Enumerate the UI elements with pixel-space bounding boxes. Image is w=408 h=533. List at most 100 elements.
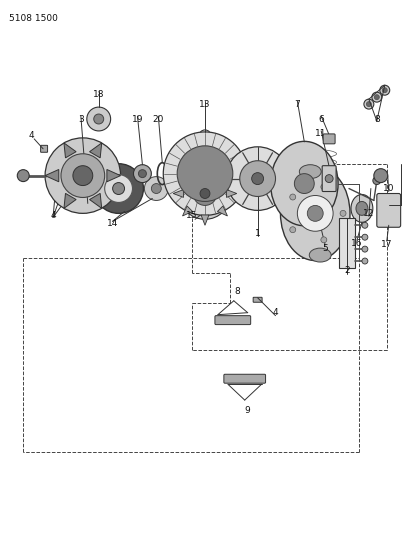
FancyBboxPatch shape [339, 219, 355, 268]
Polygon shape [217, 171, 228, 181]
Circle shape [290, 194, 296, 200]
Circle shape [45, 138, 121, 213]
Polygon shape [182, 171, 193, 181]
Circle shape [61, 154, 105, 197]
Ellipse shape [309, 248, 331, 262]
Ellipse shape [280, 166, 350, 261]
Polygon shape [226, 190, 237, 197]
Circle shape [138, 169, 146, 177]
Polygon shape [107, 169, 121, 182]
Text: 12: 12 [363, 209, 375, 218]
Polygon shape [173, 190, 184, 197]
Text: 15: 15 [186, 211, 198, 220]
Circle shape [380, 85, 390, 95]
Circle shape [113, 183, 124, 195]
Text: 5: 5 [322, 244, 328, 253]
Text: 4: 4 [50, 211, 56, 220]
Circle shape [200, 189, 210, 198]
Circle shape [374, 168, 388, 183]
Circle shape [362, 246, 368, 252]
Text: 11: 11 [315, 130, 327, 139]
Text: 9: 9 [245, 406, 251, 415]
FancyBboxPatch shape [253, 297, 262, 302]
Text: 17: 17 [381, 240, 392, 249]
Text: 7: 7 [295, 100, 300, 109]
Text: 19: 19 [132, 115, 143, 124]
Circle shape [105, 175, 133, 203]
FancyBboxPatch shape [323, 134, 335, 144]
Circle shape [55, 176, 60, 181]
Circle shape [252, 173, 264, 184]
Ellipse shape [299, 165, 321, 179]
Ellipse shape [351, 195, 373, 222]
Text: 8: 8 [374, 115, 380, 124]
Text: 20: 20 [153, 115, 164, 124]
Circle shape [94, 114, 104, 124]
Circle shape [163, 132, 247, 215]
Circle shape [372, 92, 382, 102]
Circle shape [321, 237, 327, 243]
Circle shape [17, 169, 29, 182]
Circle shape [373, 176, 381, 184]
Circle shape [151, 183, 161, 193]
Polygon shape [64, 193, 76, 208]
Text: 4: 4 [29, 132, 34, 140]
Polygon shape [89, 143, 102, 158]
Circle shape [73, 166, 93, 185]
Text: 2: 2 [344, 266, 350, 276]
Circle shape [133, 165, 151, 183]
Circle shape [70, 188, 80, 197]
Circle shape [52, 174, 62, 183]
Text: 3: 3 [78, 115, 84, 124]
Polygon shape [89, 193, 102, 208]
Circle shape [362, 258, 368, 264]
Circle shape [321, 184, 327, 190]
Circle shape [144, 176, 168, 200]
Text: 10: 10 [383, 184, 395, 193]
Circle shape [177, 146, 233, 201]
Circle shape [179, 168, 231, 219]
Circle shape [340, 211, 346, 216]
FancyBboxPatch shape [41, 146, 48, 152]
Text: 8: 8 [234, 287, 239, 296]
Circle shape [374, 95, 379, 100]
Circle shape [87, 107, 111, 131]
Circle shape [295, 174, 314, 193]
FancyBboxPatch shape [215, 316, 251, 325]
Circle shape [240, 161, 275, 197]
Circle shape [382, 88, 387, 93]
Polygon shape [201, 215, 209, 225]
Circle shape [226, 147, 289, 211]
Circle shape [325, 175, 333, 183]
FancyBboxPatch shape [322, 166, 336, 191]
Ellipse shape [271, 141, 338, 226]
Text: 1: 1 [255, 229, 260, 238]
Text: 5108 1500: 5108 1500 [9, 14, 58, 23]
Polygon shape [45, 169, 59, 182]
Polygon shape [182, 206, 193, 216]
Polygon shape [201, 161, 209, 172]
Ellipse shape [356, 201, 368, 215]
FancyBboxPatch shape [224, 374, 266, 383]
Circle shape [362, 222, 368, 228]
Circle shape [193, 182, 217, 205]
Circle shape [61, 181, 71, 190]
Text: 14: 14 [107, 219, 118, 228]
Text: 18: 18 [93, 90, 104, 99]
FancyBboxPatch shape [377, 193, 401, 227]
Polygon shape [217, 206, 228, 216]
Text: 13: 13 [199, 100, 211, 109]
Circle shape [362, 234, 368, 240]
Circle shape [364, 99, 374, 109]
Circle shape [297, 196, 333, 231]
Text: 16: 16 [351, 239, 363, 248]
Text: 4: 4 [273, 308, 278, 317]
Text: 6: 6 [318, 115, 324, 124]
Circle shape [72, 190, 78, 195]
Circle shape [94, 164, 144, 213]
Circle shape [64, 183, 69, 188]
Circle shape [307, 205, 323, 221]
Circle shape [366, 102, 371, 107]
Circle shape [290, 227, 296, 233]
Polygon shape [64, 143, 76, 158]
